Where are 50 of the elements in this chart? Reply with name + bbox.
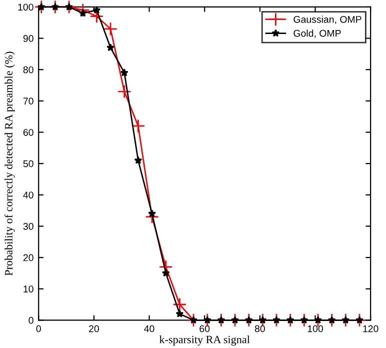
point xyxy=(355,316,364,324)
legend-label: Gold, OMP xyxy=(294,30,341,38)
y-tick-label: 60 xyxy=(23,128,34,136)
point xyxy=(104,22,118,36)
point xyxy=(231,316,240,324)
y-tick-label: 40 xyxy=(23,192,34,198)
point xyxy=(217,316,226,324)
y-axis-title: Probability of correctly detected RA preamble (%) xyxy=(4,52,15,276)
point xyxy=(131,119,146,133)
point xyxy=(78,9,87,17)
point xyxy=(120,68,128,76)
point xyxy=(314,316,322,324)
point xyxy=(328,316,336,324)
point xyxy=(176,310,184,318)
y-tick-label: 90 xyxy=(23,35,34,42)
point xyxy=(106,44,115,52)
point xyxy=(92,6,101,14)
point xyxy=(65,2,74,10)
point xyxy=(272,316,280,324)
y-tick-label: 30 xyxy=(23,222,34,230)
point xyxy=(203,316,212,324)
point xyxy=(148,210,156,218)
y-tick-label: 70 xyxy=(23,98,34,105)
x-tick-label: 60 xyxy=(200,325,210,332)
y-tick-label: 100 xyxy=(18,4,34,11)
y-tick-label: 50 xyxy=(23,160,34,168)
x-tick-label: 40 xyxy=(144,325,154,332)
point xyxy=(162,269,170,277)
x-tick-label: 0 xyxy=(36,325,41,332)
y-tick-label: 20 xyxy=(23,254,34,262)
x-axis-title: k-sparsity RA signal xyxy=(159,335,250,346)
y-tick-label: 10 xyxy=(24,286,34,292)
point xyxy=(117,84,132,98)
point xyxy=(134,156,142,164)
point xyxy=(286,316,294,324)
point xyxy=(244,316,253,324)
point xyxy=(190,316,198,324)
y-tick-label: 0 xyxy=(28,316,34,324)
point xyxy=(51,2,60,10)
x-tick-label: 20 xyxy=(89,325,99,332)
point xyxy=(342,316,350,324)
point xyxy=(172,298,187,312)
legend-label: Gaussian, OMP xyxy=(294,16,362,24)
x-tick-label: 80 xyxy=(254,325,265,332)
point xyxy=(76,3,90,18)
point xyxy=(300,316,308,324)
x-tick-label: 100 xyxy=(308,325,323,332)
x-tick-label: 120 xyxy=(363,325,378,332)
y-tick-label: 80 xyxy=(23,66,34,74)
point xyxy=(258,316,267,324)
